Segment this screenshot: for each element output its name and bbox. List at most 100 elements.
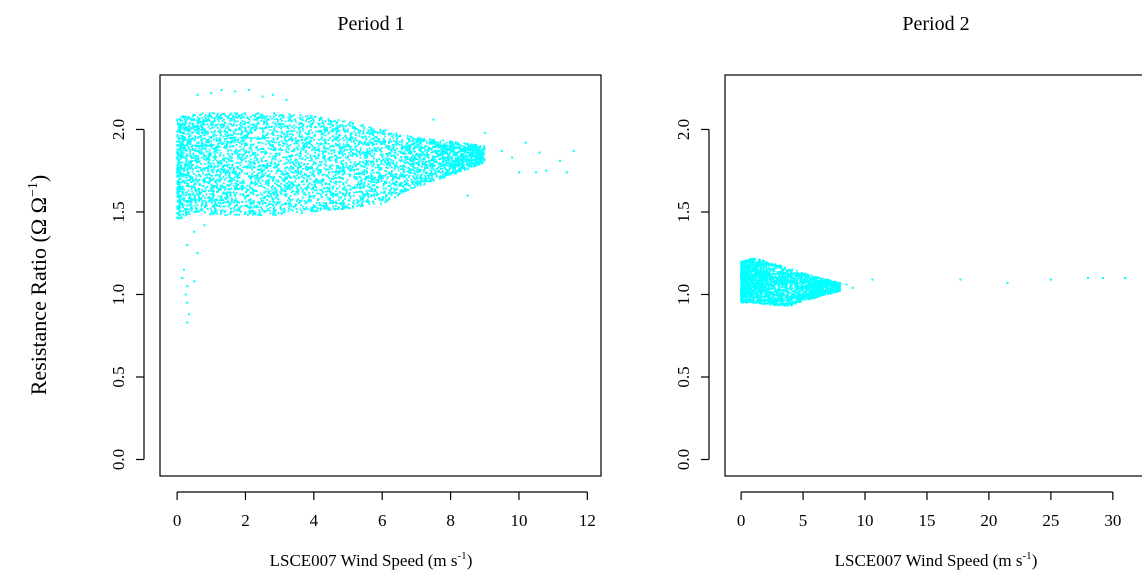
data-point [439, 158, 442, 160]
data-point [229, 142, 232, 145]
data-point [181, 142, 184, 144]
data-point [289, 138, 292, 140]
data-point [395, 192, 398, 194]
data-point [179, 147, 181, 149]
data-point [339, 166, 342, 169]
data-point [290, 150, 293, 152]
data-point [388, 146, 391, 148]
data-point [455, 162, 458, 165]
data-point [203, 168, 206, 171]
data-point [266, 134, 269, 136]
data-point [297, 148, 299, 151]
data-point [180, 174, 183, 177]
data-point [191, 144, 194, 147]
data-point [187, 197, 190, 200]
data-point [399, 185, 401, 187]
data-point [260, 206, 262, 208]
data-point [203, 181, 206, 184]
data-point [188, 129, 191, 132]
data-point [441, 151, 444, 154]
data-point [444, 146, 447, 149]
data-point [234, 152, 237, 155]
data-point [294, 119, 296, 121]
data-point [394, 157, 397, 160]
data-point [246, 116, 249, 119]
data-point [253, 177, 256, 180]
data-point [240, 185, 243, 188]
data-point [190, 199, 193, 201]
data-point [248, 175, 251, 178]
data-point [329, 145, 332, 148]
data-point [301, 174, 304, 177]
data-point [404, 146, 407, 149]
data-point [419, 153, 422, 155]
data-point [288, 133, 291, 136]
data-point [456, 160, 458, 163]
data-point [190, 175, 192, 178]
data-point [400, 175, 403, 178]
data-point [189, 154, 192, 157]
data-point [482, 161, 484, 164]
data-point [233, 123, 235, 126]
data-point [356, 163, 359, 166]
data-point [194, 182, 196, 184]
data-point [263, 174, 265, 176]
data-point [380, 147, 383, 149]
data-point [455, 164, 458, 167]
data-point [349, 136, 352, 138]
data-point [432, 151, 435, 154]
data-point [433, 156, 436, 158]
data-point [182, 210, 185, 213]
data-point [240, 160, 243, 163]
data-point [243, 123, 245, 126]
data-point [301, 158, 304, 160]
data-point [359, 149, 362, 152]
data-point [316, 192, 318, 195]
data-point [198, 145, 200, 148]
data-point [457, 163, 459, 166]
data-point [297, 190, 300, 193]
data-point [440, 175, 442, 178]
data-point [184, 160, 187, 163]
data-point [252, 143, 255, 146]
data-point [202, 122, 204, 124]
data-point [278, 175, 281, 178]
data-point [213, 198, 216, 201]
data-point [338, 152, 341, 155]
data-point [245, 160, 247, 163]
data-point [343, 198, 346, 200]
data-point [285, 186, 288, 189]
data-point [319, 142, 322, 145]
data-point [266, 123, 268, 126]
data-point [234, 170, 237, 173]
data-point [388, 196, 391, 199]
data-point [272, 177, 275, 179]
data-point [246, 188, 249, 191]
data-point [339, 151, 342, 154]
data-point [471, 152, 474, 155]
data-point [438, 177, 441, 180]
data-point [275, 125, 277, 127]
data-point [312, 196, 315, 199]
data-point [203, 119, 206, 122]
data-point [279, 114, 282, 117]
data-point [359, 160, 361, 163]
data-point [178, 198, 181, 201]
data-point [376, 193, 378, 196]
data-point [364, 136, 367, 138]
data-point [361, 170, 364, 173]
data-point [323, 173, 325, 176]
data-point [229, 118, 232, 120]
data-point [194, 129, 197, 132]
data-point [365, 164, 367, 167]
data-point [233, 150, 236, 153]
data-point [367, 129, 370, 131]
data-point [383, 190, 386, 192]
data-point [305, 165, 307, 168]
data-point [236, 166, 238, 168]
data-point [409, 157, 411, 160]
data-point [379, 173, 381, 175]
data-point [230, 160, 232, 162]
data-point [412, 175, 414, 178]
data-point [288, 202, 290, 205]
